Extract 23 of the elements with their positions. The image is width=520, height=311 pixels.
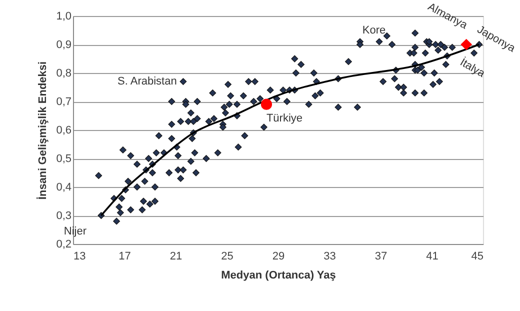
annotation: Kore — [362, 24, 386, 36]
y-tick-label: 0,5 — [56, 153, 72, 165]
x-tick-label: 33 — [324, 250, 336, 262]
x-tick-label: 41 — [426, 250, 438, 262]
annotation: S. Arabistan — [118, 76, 177, 88]
y-tick-label: 0,7 — [56, 96, 72, 108]
x-tick-label: 21 — [170, 250, 182, 262]
y-tick-label: 0,3 — [56, 210, 72, 222]
annotation: Türkiye — [266, 112, 302, 124]
y-axis-title: İnsani Gelişmişlik Endeksi — [36, 61, 50, 200]
y-tick-label: 0,8 — [56, 68, 72, 80]
x-tick-label: 37 — [374, 250, 388, 262]
x-tick-label: 25 — [221, 250, 234, 262]
x-tick-label: 13 — [74, 250, 86, 262]
y-tick-label: 0,4 — [56, 182, 72, 194]
y-tick-label: 0,9 — [56, 39, 72, 51]
x-tick-label: 45 — [471, 250, 484, 262]
y-tick-label: 0,6 — [56, 124, 72, 136]
y-tick-label: 1,0 — [56, 10, 72, 22]
x-axis-title: Medyan (Ortanca) Yaş — [221, 270, 336, 282]
x-tick-label: 17 — [118, 250, 131, 262]
y-tick-label: 0,2 — [56, 238, 72, 250]
x-tick-label: 29 — [272, 250, 285, 262]
